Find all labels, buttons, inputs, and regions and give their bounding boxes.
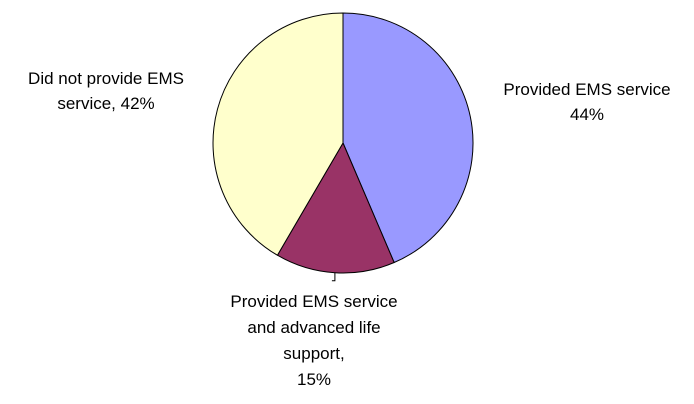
leader-line — [331, 272, 336, 282]
pie-slice-3 — [212, 12, 344, 256]
slice-label-line: Provided EMS service — [503, 80, 670, 99]
slice-label-line: 15% — [297, 370, 331, 389]
slice-label-line: service, 42% — [57, 94, 154, 113]
pie-slice-2 — [276, 141, 395, 274]
slice-label-2: Provided EMS service and advanced life sup… — [230, 292, 397, 389]
slice-label-3: Did not provide EMS service, 42% — [28, 69, 184, 113]
leader-lines — [331, 272, 336, 282]
slice-label-line: Did not provide EMS — [28, 69, 184, 88]
slice-label-line: and advanced life — [247, 318, 380, 337]
pie-slice-1 — [342, 12, 474, 264]
slice-label-line: support, — [283, 344, 344, 363]
slice-labels: Provided EMS service 44%Provided EMS serv… — [28, 69, 671, 389]
slice-label-line: Provided EMS service — [230, 292, 397, 311]
slice-label-line: 44% — [570, 105, 604, 124]
pie-slices — [212, 12, 474, 274]
slice-label-1: Provided EMS service 44% — [503, 80, 670, 124]
